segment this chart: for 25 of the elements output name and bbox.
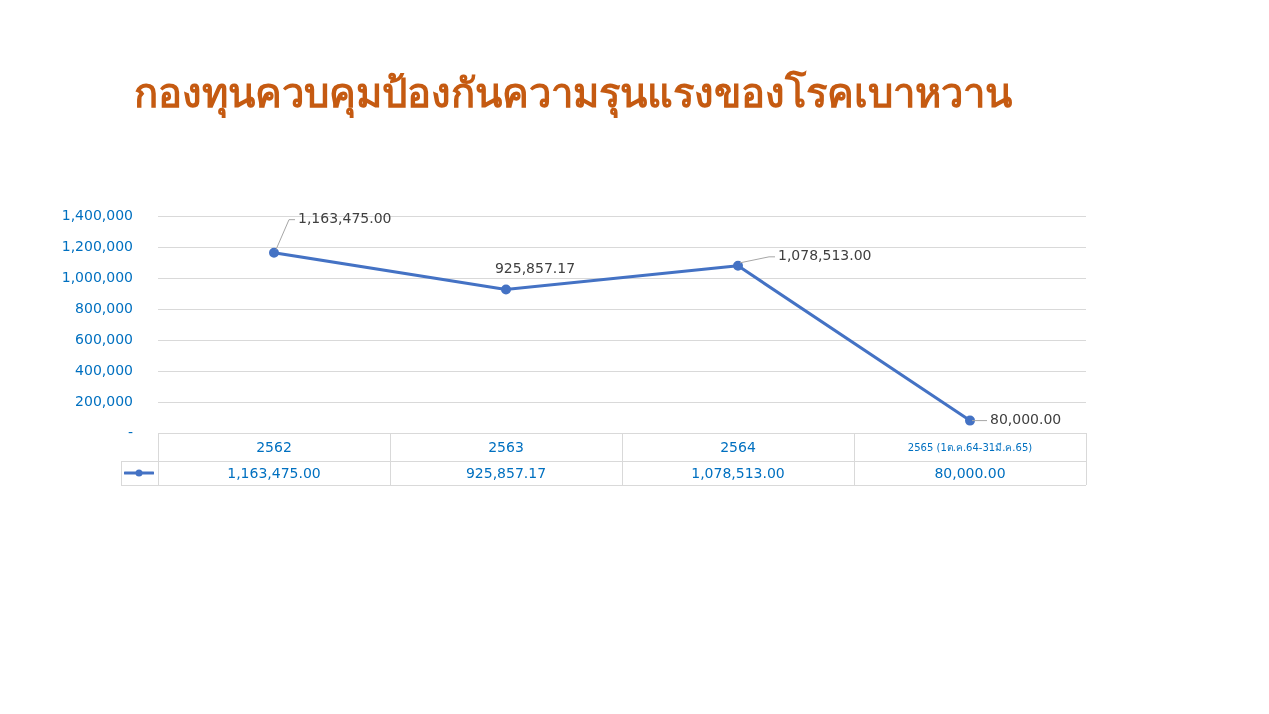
- text: 80,000.00: [990, 411, 1062, 428]
- y-tick-label: -: [127, 423, 133, 440]
- chart-title: กองทุนควบคุมป้องกันความรุนแรงของโรคเบาหวาน: [134, 70, 1012, 120]
- point: [501, 284, 511, 295]
- x-tick-label: 2562: [256, 438, 292, 455]
- point: [733, 260, 743, 271]
- data-label: 1,163,475.00: [227, 464, 321, 481]
- x-tick-label: 2564: [720, 438, 756, 455]
- text: 1,078,513.00: [778, 247, 872, 264]
- data-label: 1,078,513.00: [691, 464, 785, 481]
- data-label: 925,857.17: [465, 464, 547, 481]
- y-tick-label: 200,000: [75, 392, 133, 409]
- point: [269, 247, 279, 258]
- y-tick-label: 1,000,000: [61, 268, 133, 285]
- y-tick-label: 600,000: [75, 330, 133, 347]
- text: 1,163,475.00: [298, 210, 392, 227]
- x-tick-label: 2565 (1ต.ค.64-31มี.ค.65): [907, 441, 1033, 453]
- text: 925,857.17: [494, 260, 576, 277]
- y-tick-label: 800,000: [75, 299, 133, 316]
- y-tick-label: 1,400,000: [61, 206, 133, 223]
- data-label: 80,000.00: [934, 464, 1006, 481]
- y-tick-label: 1,200,000: [61, 237, 133, 254]
- point: [965, 415, 975, 426]
- y-tick-label: 400,000: [75, 361, 133, 378]
- x-tick-label: 2563: [488, 438, 524, 455]
